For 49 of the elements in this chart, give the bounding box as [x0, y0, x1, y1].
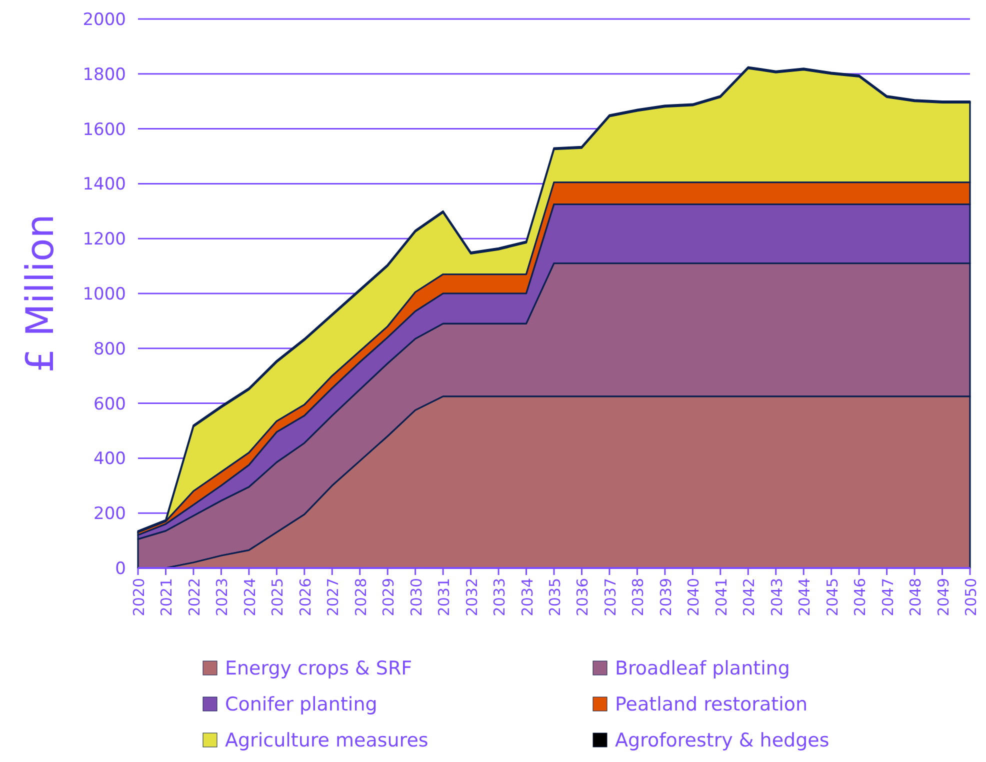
- x-tick-label: 2046: [851, 578, 870, 616]
- x-tick-label: 2032: [462, 578, 481, 616]
- x-tick-label: 2023: [213, 578, 232, 616]
- y-tick-label: 800: [94, 339, 126, 360]
- legend-label: Peatland restoration: [615, 694, 808, 716]
- x-tick-label: 2039: [656, 578, 675, 616]
- y-tick-label: 200: [94, 504, 126, 524]
- x-tick-label: 2048: [906, 578, 925, 616]
- x-tick-label: 2026: [296, 578, 314, 616]
- y-tick-label: 1400: [82, 174, 126, 195]
- y-tick-label: 400: [94, 449, 126, 470]
- x-tick-label: 2040: [684, 578, 703, 616]
- x-tick-label: 2043: [768, 578, 786, 616]
- x-tick-label: 2044: [796, 578, 814, 616]
- legend-label: Broadleaf planting: [615, 658, 790, 680]
- y-tick-label: 1200: [82, 230, 126, 250]
- x-tick-label: 2031: [435, 578, 454, 616]
- x-tick-label: 2021: [158, 578, 176, 616]
- y-tick-label: 0: [115, 558, 126, 579]
- x-tick-label: 2020: [130, 578, 148, 616]
- x-tick-label: 2024: [240, 578, 259, 616]
- x-tick-label: 2050: [962, 578, 980, 616]
- x-tick-label: 2034: [518, 578, 536, 616]
- y-tick-label: 1800: [82, 64, 126, 85]
- x-tick-label: 2029: [380, 578, 398, 616]
- x-tick-label: 2037: [601, 578, 620, 616]
- legend-label: Agroforestry & hedges: [615, 730, 830, 752]
- x-tick-label: 2042: [740, 578, 758, 616]
- x-tick-label: 2036: [574, 578, 592, 616]
- y-tick-label: 600: [94, 394, 126, 414]
- legend-label: Conifer planting: [225, 694, 378, 716]
- x-tick-label: 2035: [546, 578, 564, 616]
- x-tick-label: 2030: [407, 578, 426, 616]
- x-tick-label: 2025: [268, 578, 287, 616]
- x-tick-label: 2041: [712, 578, 730, 616]
- x-tick-label: 2047: [878, 578, 897, 616]
- x-tick-label: 2038: [629, 578, 648, 616]
- y-tick-label: 2000: [82, 10, 126, 30]
- x-tick-label: 2022: [185, 578, 204, 616]
- x-tick-label: 2027: [324, 578, 342, 616]
- x-tick-label: 2045: [823, 578, 842, 616]
- legend-label: Agriculture measures: [225, 730, 428, 752]
- y-tick-label: 1000: [82, 284, 126, 304]
- y-tick-label: 1600: [82, 120, 126, 140]
- x-tick-label: 2028: [352, 578, 370, 616]
- legend-label: Energy crops & SRF: [225, 658, 412, 680]
- x-tick-label: 2033: [490, 578, 509, 616]
- x-tick-label: 2049: [934, 578, 952, 616]
- y-axis-title: £ Million: [18, 214, 62, 373]
